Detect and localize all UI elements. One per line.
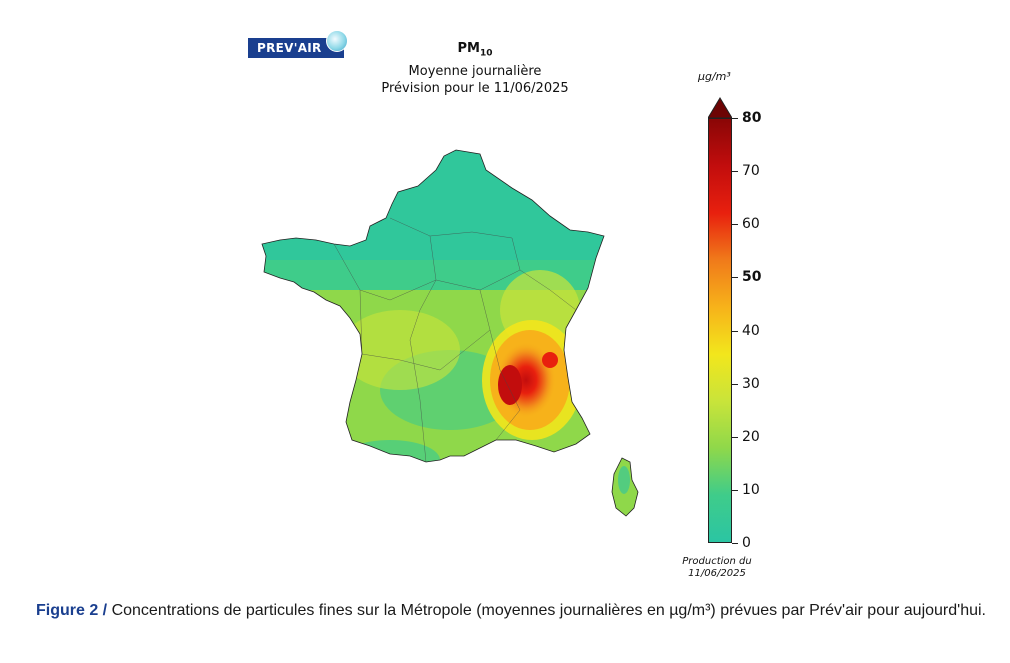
region-borders — [333, 217, 577, 463]
colorbar-tick — [732, 331, 738, 332]
pollutant-subscript: 10 — [479, 48, 493, 59]
colorbar-tick-label: 80 — [742, 110, 762, 126]
colorbar-tick-label: 20 — [742, 429, 760, 445]
colorbar-tick — [732, 384, 738, 385]
colorbar-tick-label: 70 — [742, 163, 760, 179]
colorbar-tick-label: 40 — [742, 323, 760, 339]
colorbar-tick-label: 10 — [742, 482, 760, 498]
colorbar-tick — [732, 224, 738, 225]
colorbar-tick — [732, 118, 738, 119]
colorbar-max-arrow — [708, 97, 732, 119]
map-title: PM10 Moyenne journalière Prévision pour … — [340, 40, 610, 97]
title-line-average: Moyenne journalière — [408, 63, 542, 79]
production-line1: Production du — [682, 556, 752, 567]
production-date: Production du 11/06/2025 — [662, 556, 772, 580]
figure-label: Figure 2 / — [36, 602, 108, 619]
title-line-forecast: Prévision pour le 11/06/2025 — [381, 80, 569, 96]
production-line2: 11/06/2025 — [688, 568, 746, 579]
colorbar-tick-label: 30 — [742, 376, 760, 392]
colorbar-tick — [732, 437, 738, 438]
colorbar-tick — [732, 490, 738, 491]
logo-text: PREV'AIR — [257, 41, 322, 55]
prevair-logo: PREV'AIR — [248, 30, 348, 58]
mainland-france — [261, 149, 605, 463]
corsica — [611, 457, 639, 517]
france-map — [261, 149, 639, 517]
logo-swirl-icon — [326, 30, 348, 52]
colorbar-tick — [732, 171, 738, 172]
pollutant-title: PM10 — [340, 40, 610, 63]
caption-text: Concentrations de particules fines sur l… — [107, 602, 986, 619]
pollutant-name: PM — [457, 41, 480, 56]
colorbar-tick-label: 0 — [742, 535, 751, 551]
colorbar-tick — [732, 543, 738, 544]
colorbar-tick-label: 60 — [742, 216, 760, 232]
figure-caption: Figure 2 / Concentrations de particules … — [36, 600, 986, 622]
colorbar-tick-label: 50 — [742, 269, 762, 285]
colorbar-tick — [732, 277, 738, 278]
colorbar-unit: µg/m³ — [698, 70, 731, 83]
colorbar — [708, 118, 732, 543]
